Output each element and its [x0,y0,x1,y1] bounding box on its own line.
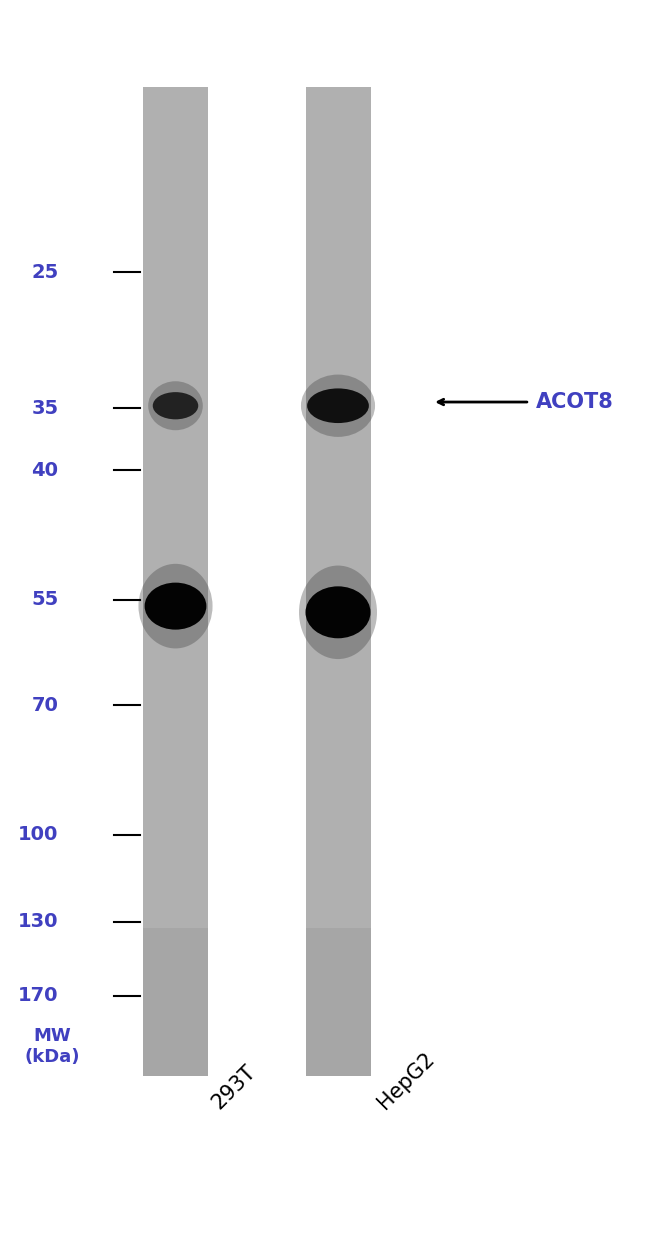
Text: ACOT8: ACOT8 [536,392,614,412]
FancyBboxPatch shape [306,87,370,1076]
Ellipse shape [148,381,203,430]
Text: MW
(kDa): MW (kDa) [24,1027,80,1065]
Text: HepG2: HepG2 [374,1049,438,1113]
Text: 293T: 293T [208,1061,259,1113]
Text: 35: 35 [31,398,58,418]
FancyBboxPatch shape [143,87,208,1076]
Bar [306,928,370,1076]
Text: 130: 130 [18,912,58,931]
Ellipse shape [144,583,207,630]
Bar [143,928,208,1076]
Ellipse shape [138,564,213,648]
Text: 170: 170 [18,986,58,1006]
Text: 100: 100 [18,825,58,845]
Ellipse shape [299,565,377,659]
Ellipse shape [307,388,369,423]
Text: 40: 40 [31,460,58,480]
Text: 25: 25 [31,262,58,282]
Text: 70: 70 [32,695,58,715]
Ellipse shape [301,375,375,437]
Text: 55: 55 [31,590,58,610]
Ellipse shape [153,392,198,419]
Ellipse shape [306,586,370,638]
